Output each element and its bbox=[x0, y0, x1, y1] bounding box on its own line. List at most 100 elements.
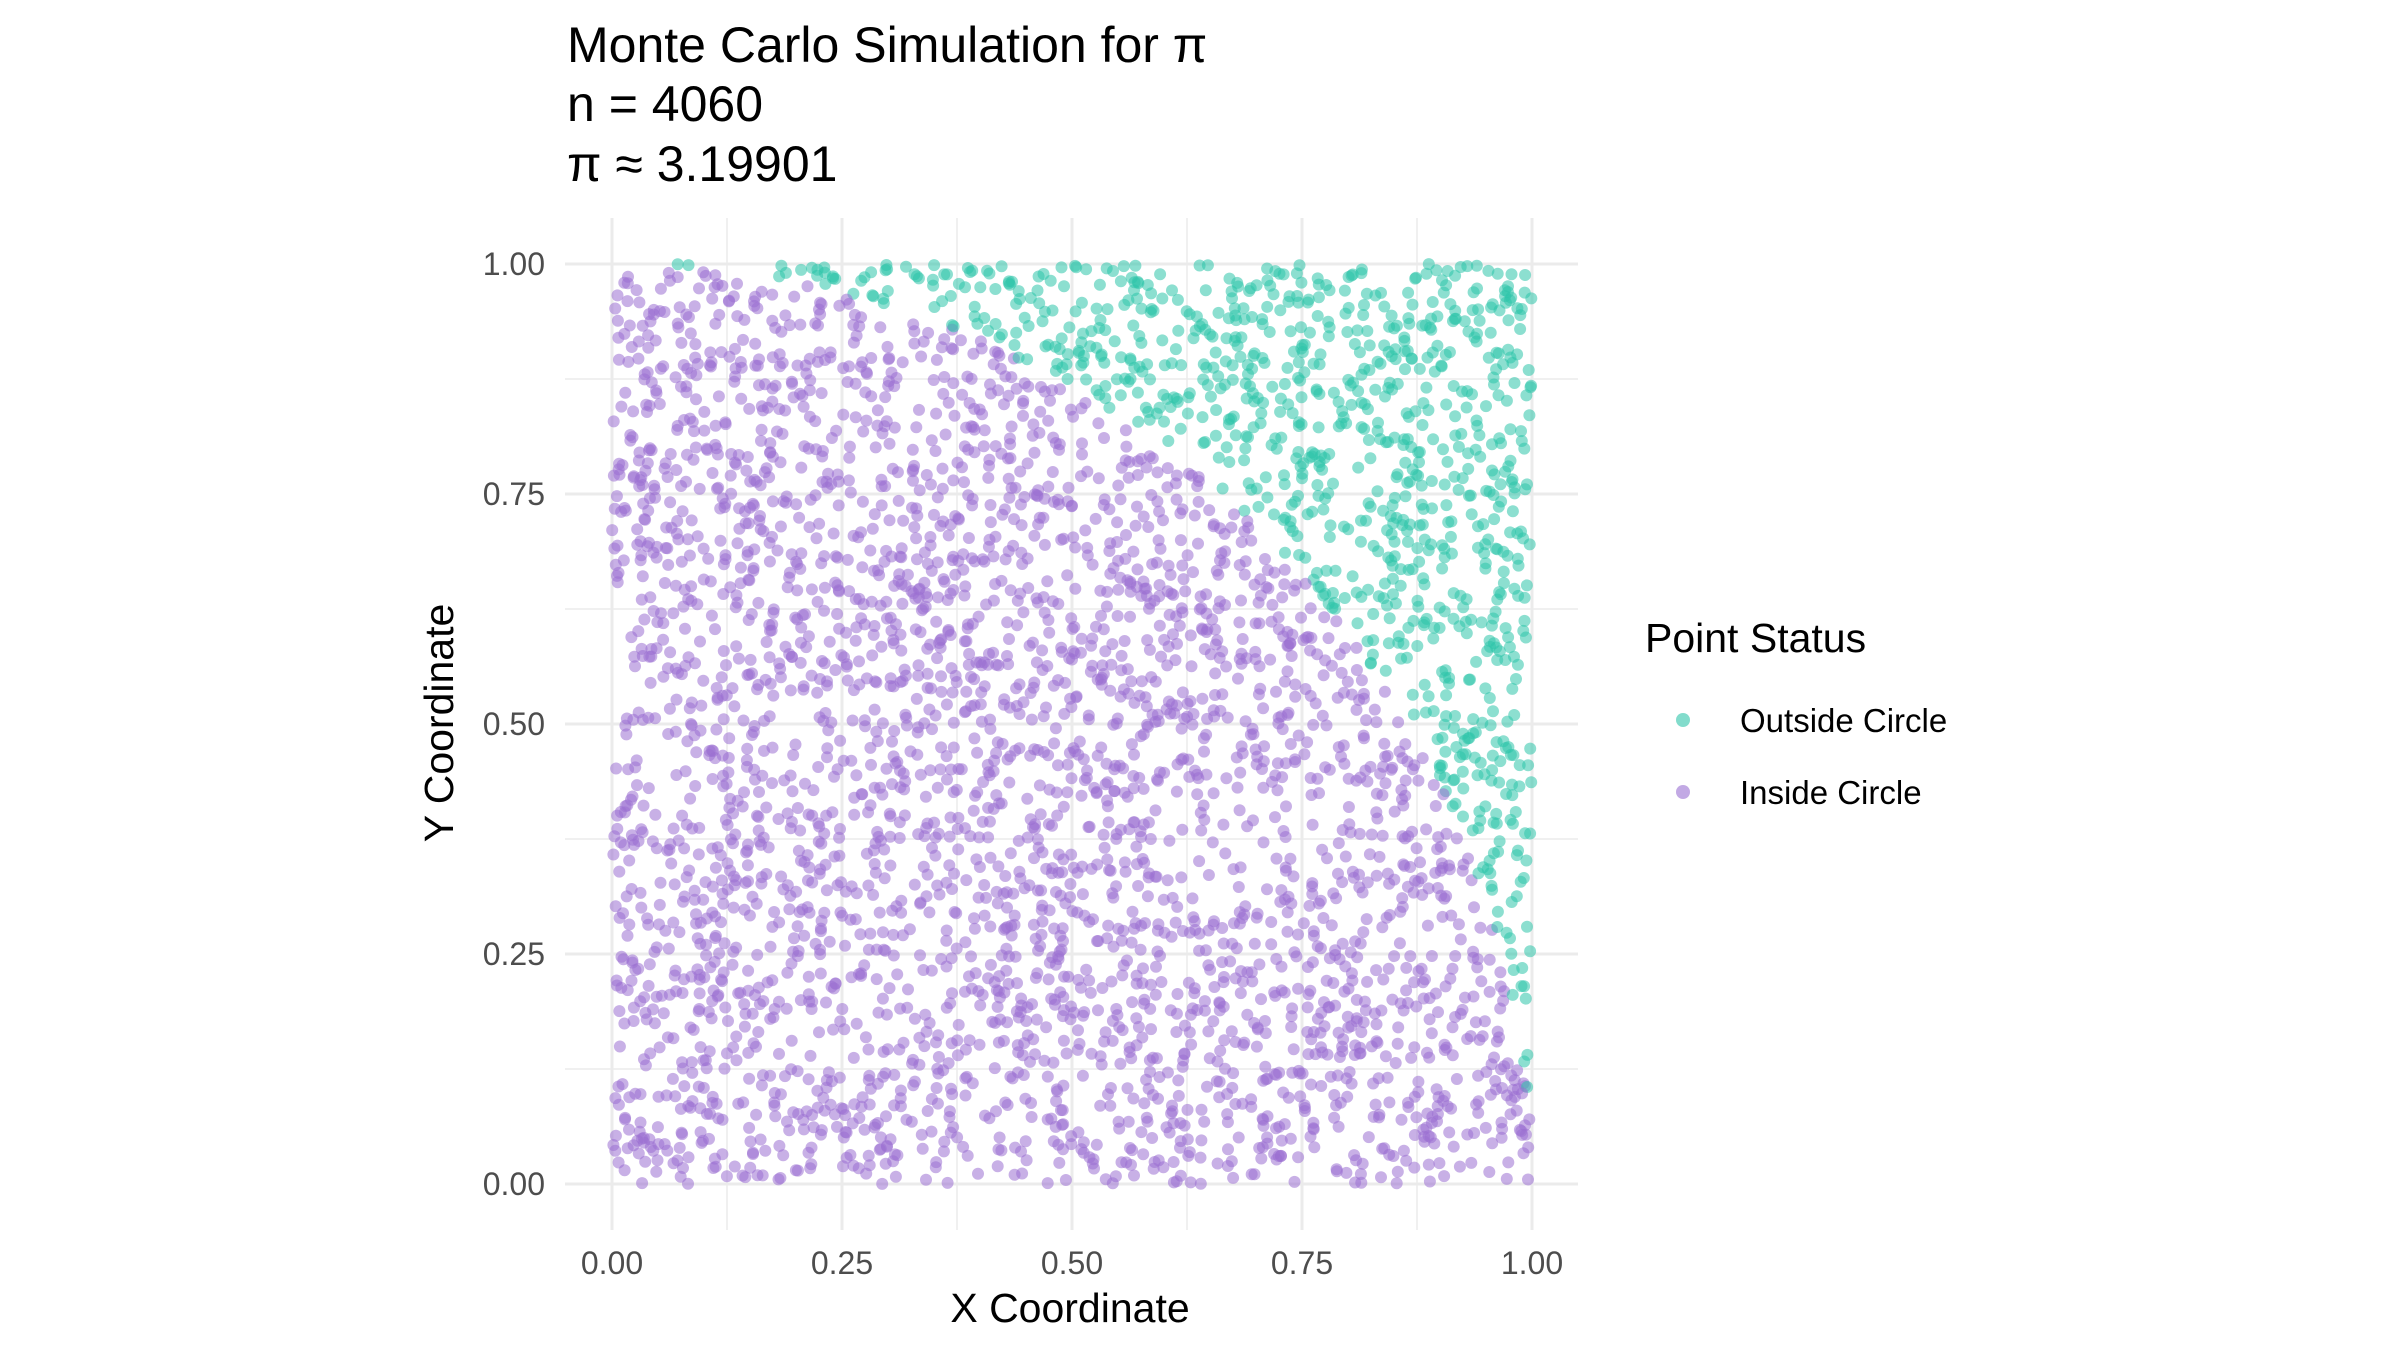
outside-circle-point bbox=[1518, 286, 1531, 299]
inside-circle-point bbox=[906, 501, 918, 514]
outside-circle-point bbox=[1281, 361, 1294, 374]
inside-circle-point bbox=[1370, 787, 1383, 800]
inside-circle-point bbox=[876, 1177, 889, 1190]
inside-circle-point bbox=[1146, 708, 1159, 721]
inside-circle-point bbox=[1431, 1100, 1444, 1113]
inside-circle-point bbox=[1233, 559, 1246, 571]
inside-circle-point bbox=[1072, 1024, 1084, 1037]
inside-circle-point bbox=[938, 1135, 951, 1148]
inside-circle-point bbox=[1073, 735, 1086, 748]
inside-circle-point bbox=[1104, 537, 1117, 550]
inside-circle-point bbox=[1235, 594, 1247, 607]
inside-circle-point bbox=[708, 1152, 721, 1165]
inside-circle-point bbox=[693, 482, 706, 495]
inside-circle-point bbox=[1285, 1010, 1298, 1023]
inside-circle-point bbox=[659, 542, 672, 554]
outside-circle-point bbox=[1259, 471, 1272, 484]
inside-circle-point bbox=[916, 1142, 929, 1155]
inside-circle-point bbox=[1050, 786, 1063, 799]
inside-circle-point bbox=[840, 626, 852, 639]
outside-circle-point bbox=[1382, 637, 1395, 650]
inside-circle-point bbox=[1375, 1171, 1387, 1184]
inside-circle-point bbox=[1307, 1123, 1320, 1136]
outside-circle-point bbox=[1482, 351, 1495, 364]
outside-circle-point bbox=[1431, 310, 1444, 323]
inside-circle-point bbox=[698, 405, 711, 418]
inside-circle-point bbox=[1174, 534, 1187, 547]
inside-circle-point bbox=[813, 517, 826, 530]
inside-circle-point bbox=[874, 321, 887, 334]
inside-circle-point bbox=[978, 909, 991, 922]
inside-circle-point bbox=[825, 432, 838, 444]
inside-circle-point bbox=[1138, 997, 1150, 1010]
outside-circle-point bbox=[1467, 286, 1480, 299]
inside-circle-point bbox=[921, 557, 934, 570]
inside-circle-point bbox=[815, 387, 828, 400]
inside-circle-point bbox=[908, 1075, 921, 1088]
outside-circle-point bbox=[795, 263, 808, 276]
inside-circle-point bbox=[886, 778, 898, 791]
outside-circle-point bbox=[1494, 588, 1507, 601]
inside-circle-point bbox=[744, 475, 757, 488]
inside-circle-point bbox=[693, 1003, 706, 1015]
outside-circle-point bbox=[1206, 330, 1219, 343]
inside-circle-point bbox=[1261, 883, 1273, 896]
inside-circle-point bbox=[1454, 933, 1467, 946]
inside-circle-point bbox=[732, 987, 745, 1000]
inside-circle-point bbox=[978, 555, 991, 568]
outside-circle-point bbox=[1512, 844, 1524, 857]
data-points bbox=[606, 258, 1538, 1190]
outside-circle-point bbox=[1175, 359, 1188, 372]
inside-circle-point bbox=[940, 750, 953, 763]
inside-circle-point bbox=[657, 1007, 670, 1020]
inside-circle-point bbox=[742, 984, 755, 997]
inside-circle-point bbox=[1216, 645, 1229, 658]
inside-circle-point bbox=[963, 1034, 976, 1047]
inside-circle-point bbox=[893, 1043, 906, 1056]
outside-circle-point bbox=[1515, 425, 1527, 438]
outside-circle-point bbox=[865, 266, 878, 279]
outside-circle-point bbox=[1246, 362, 1259, 375]
inside-circle-point bbox=[1167, 1176, 1180, 1189]
outside-circle-point bbox=[964, 266, 977, 278]
outside-circle-point bbox=[1242, 477, 1255, 490]
outside-circle-point bbox=[1204, 390, 1217, 403]
inside-circle-point bbox=[1248, 937, 1261, 950]
inside-circle-point bbox=[847, 1159, 860, 1172]
inside-circle-point bbox=[858, 714, 871, 727]
outside-circle-point bbox=[1438, 605, 1451, 618]
inside-circle-point bbox=[1133, 689, 1146, 702]
inside-circle-point bbox=[1197, 799, 1210, 812]
inside-circle-point bbox=[1172, 1089, 1185, 1102]
inside-circle-point bbox=[1130, 1039, 1143, 1052]
inside-circle-point bbox=[929, 1161, 942, 1174]
inside-circle-point bbox=[1130, 580, 1143, 593]
outside-circle-point bbox=[1314, 348, 1327, 361]
inside-circle-point bbox=[747, 1037, 760, 1050]
inside-circle-point bbox=[1182, 976, 1195, 989]
inside-circle-point bbox=[709, 861, 722, 874]
inside-circle-point bbox=[1276, 771, 1289, 784]
inside-circle-point bbox=[991, 1000, 1004, 1013]
inside-circle-point bbox=[1264, 653, 1277, 666]
outside-circle-point bbox=[1122, 294, 1135, 307]
inside-circle-point bbox=[1408, 759, 1421, 772]
inside-circle-point bbox=[1101, 776, 1114, 789]
inside-circle-point bbox=[959, 580, 972, 593]
outside-circle-point bbox=[928, 301, 941, 313]
inside-circle-point bbox=[877, 1070, 890, 1083]
legend-title: Point Status bbox=[1645, 615, 1866, 661]
inside-circle-point bbox=[812, 319, 824, 332]
inside-circle-point bbox=[1232, 1131, 1245, 1144]
inside-circle-point bbox=[722, 295, 735, 308]
inside-circle-point bbox=[841, 376, 854, 388]
outside-circle-point bbox=[1447, 612, 1460, 625]
inside-circle-point bbox=[1071, 906, 1084, 919]
inside-circle-point bbox=[657, 670, 670, 683]
inside-circle-point bbox=[938, 371, 951, 383]
inside-circle-point bbox=[630, 284, 643, 297]
inside-circle-point bbox=[1288, 584, 1301, 597]
inside-circle-point bbox=[942, 624, 955, 636]
inside-circle-point bbox=[1388, 950, 1401, 963]
inside-circle-point bbox=[1055, 1104, 1067, 1117]
